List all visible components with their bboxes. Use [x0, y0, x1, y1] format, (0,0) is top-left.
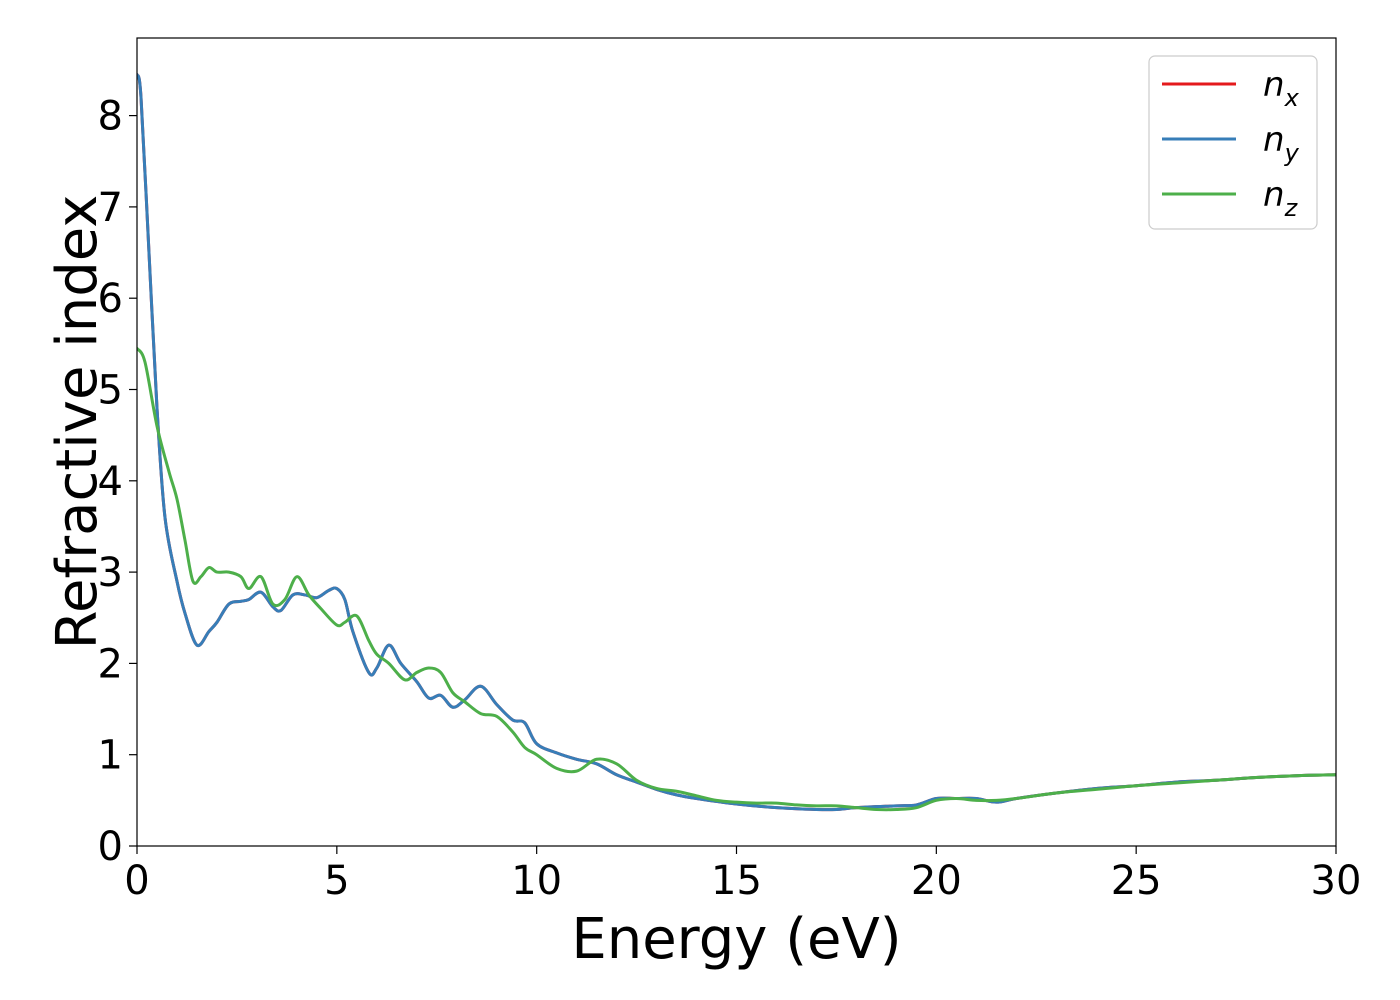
y-tick-label: 4 — [98, 459, 123, 505]
y-tick-label: 1 — [98, 733, 123, 779]
legend-box — [1148, 55, 1318, 230]
series-line-nz — [137, 346, 1336, 812]
x-tick-label: 15 — [711, 858, 762, 904]
legend-entry-nx: nx — [1263, 65, 1300, 112]
x-tick-label: 10 — [511, 858, 562, 904]
x-tick-label: 30 — [1311, 858, 1362, 904]
y-axis-label: Refractive index — [45, 195, 110, 650]
x-tick-label: 25 — [1111, 858, 1162, 904]
legend-entry-nz: nz — [1263, 175, 1299, 222]
y-tick-label: 8 — [98, 94, 123, 140]
legend: nx ny nz — [1148, 55, 1318, 230]
x-axis-label: Energy (eV) — [571, 907, 901, 972]
legend-entry-ny: ny — [1263, 120, 1300, 167]
x-tick-label: 5 — [324, 858, 349, 904]
y-tick-label: 0 — [98, 824, 123, 870]
x-axis: 0 5 10 15 20 25 30 — [124, 846, 1361, 904]
x-tick-label: 20 — [911, 858, 962, 904]
y-tick-label: 5 — [98, 368, 123, 414]
series-layer — [137, 73, 1336, 812]
y-axis: 0 1 2 3 4 5 6 7 8 — [98, 94, 137, 870]
y-tick-label: 2 — [98, 641, 123, 687]
y-tick-label: 6 — [98, 276, 123, 322]
x-tick-label: 0 — [124, 858, 149, 904]
y-tick-label: 3 — [98, 550, 123, 596]
y-tick-label: 7 — [98, 185, 123, 231]
